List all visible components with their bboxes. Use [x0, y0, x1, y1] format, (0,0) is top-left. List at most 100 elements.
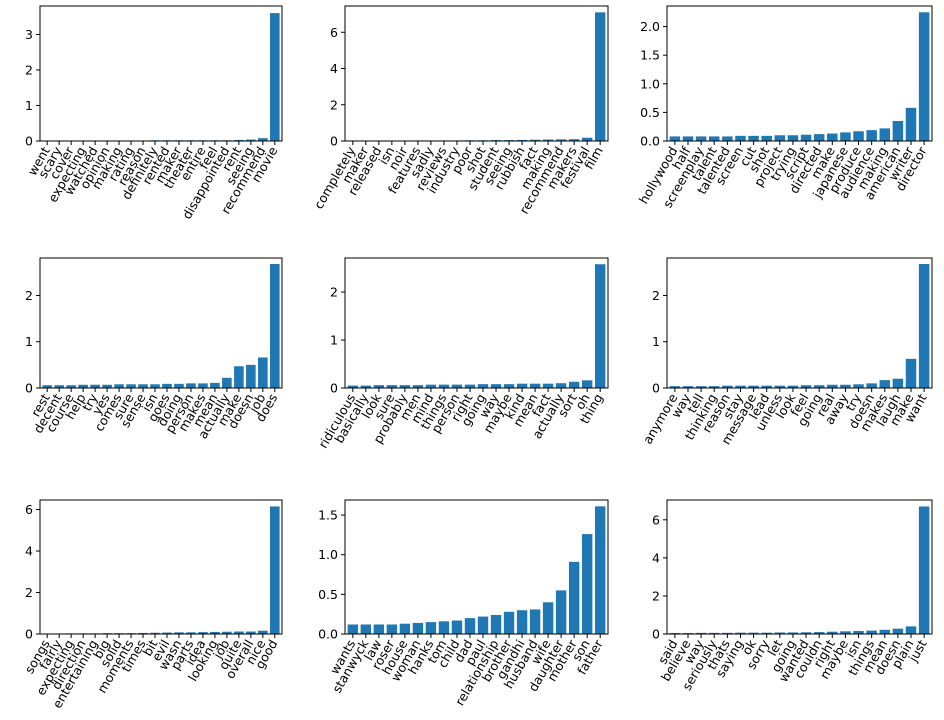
bar: [542, 602, 554, 634]
bar: [722, 136, 733, 141]
bar: [114, 384, 124, 388]
bar: [800, 134, 812, 141]
bar: [490, 384, 502, 388]
bar: [477, 616, 489, 634]
bar: [542, 383, 554, 388]
bar: [905, 358, 917, 388]
bar: [516, 139, 528, 141]
bar: [581, 534, 593, 634]
axes-frame: [666, 499, 933, 635]
bar: [516, 610, 528, 634]
bar: [246, 139, 256, 141]
bar: [347, 624, 359, 634]
bar: [800, 385, 812, 388]
bar: [840, 132, 851, 141]
y-tick-label: 0.0: [640, 134, 660, 149]
bar: [451, 384, 463, 388]
x-tick-label: oh: [572, 391, 593, 412]
bar: [827, 631, 838, 634]
bar: [198, 632, 208, 634]
bar: [669, 136, 681, 141]
bar: [879, 629, 891, 634]
bar: [425, 622, 437, 634]
y-tick-label: 0: [330, 381, 338, 396]
y-tick-label: 0.0: [318, 627, 338, 642]
x-tick-label: anymore: [640, 391, 681, 447]
bar: [90, 384, 100, 388]
bar: [555, 590, 567, 634]
y-tick-label: 1: [652, 334, 660, 349]
bar: [451, 620, 463, 634]
bar: [425, 384, 437, 388]
bar: [198, 383, 208, 388]
axes-frame: [666, 257, 933, 389]
axes-frame: [39, 257, 283, 389]
bar: [186, 383, 196, 388]
axes-frame: [666, 5, 933, 142]
bar: [78, 384, 88, 388]
y-tick-label: 6: [25, 502, 33, 517]
bar: [748, 135, 759, 141]
bar: [412, 622, 424, 634]
y-tick-label: 1.0: [640, 76, 660, 91]
bar: [555, 383, 567, 388]
bar: [42, 385, 52, 388]
y-tick-label: 1: [25, 334, 33, 349]
bar: [464, 384, 476, 388]
bar: [918, 506, 930, 634]
bar: [150, 632, 160, 634]
y-tick-label: 1.5: [640, 48, 660, 63]
bar: [682, 136, 694, 141]
bar: [386, 385, 398, 388]
bar: [529, 139, 541, 141]
y-tick-label: 2: [330, 97, 338, 112]
bar: [866, 130, 877, 141]
y-tick-label: 1: [25, 98, 33, 113]
bar: [918, 264, 930, 388]
bar: [748, 632, 759, 634]
bar: [774, 385, 786, 388]
bar: [695, 136, 707, 141]
bar: [892, 378, 904, 388]
y-tick-label: 2: [25, 585, 33, 600]
bar: [210, 631, 220, 634]
bar: [735, 135, 746, 141]
bar: [386, 624, 398, 634]
bar: [464, 618, 476, 634]
bar: [594, 264, 606, 388]
bar: [879, 128, 891, 141]
bar: [150, 384, 160, 388]
bar: [360, 385, 372, 388]
bar: [270, 264, 280, 388]
bar: [126, 384, 136, 388]
bar: [722, 385, 733, 388]
bar: [222, 377, 232, 388]
y-tick-label: 1.0: [318, 547, 338, 562]
bar: [853, 384, 864, 388]
bar: [399, 385, 411, 388]
bar: [246, 364, 256, 388]
bar: [708, 136, 720, 141]
x-tick-label: bit: [139, 637, 160, 659]
y-tick-label: 6: [652, 512, 660, 527]
y-tick-label: 0: [25, 627, 33, 642]
bar: [347, 385, 359, 388]
bar: [735, 632, 746, 634]
bar: [234, 139, 244, 141]
bar: [568, 561, 580, 634]
bar: [174, 632, 184, 634]
bar: [581, 380, 593, 388]
bar: [138, 384, 148, 388]
y-tick-label: 0.5: [318, 587, 338, 602]
bar: [905, 626, 917, 634]
bar: [258, 138, 268, 141]
axes-frame: [39, 5, 283, 142]
bar: [761, 632, 772, 634]
bar: [373, 624, 385, 634]
bar: [529, 609, 541, 634]
bar: [879, 380, 891, 388]
bar: [748, 385, 759, 388]
bar: [102, 384, 112, 388]
y-tick-label: 2: [652, 288, 660, 303]
